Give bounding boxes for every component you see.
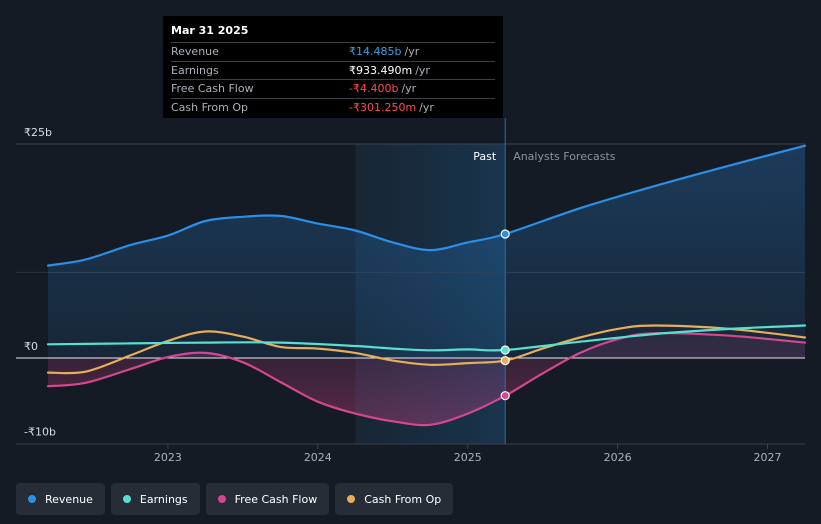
tooltip-label: Cash From Op bbox=[171, 100, 249, 114]
series-line-revenue bbox=[46, 144, 807, 267]
x-tick-label: 2027 bbox=[754, 451, 782, 464]
tooltip-value: ₹933.490m bbox=[349, 63, 413, 77]
y-tick-label: ₹25b bbox=[24, 126, 52, 139]
legend-dot-icon bbox=[122, 495, 131, 503]
tooltip-unit: /yr bbox=[419, 100, 434, 114]
tooltip-unit: /yr bbox=[404, 45, 420, 59]
series-point-revenue bbox=[500, 229, 510, 239]
financial-chart: ₹25b ₹0 -₹10b 2023 2024 2025 2026 2027 Past Analy… bbox=[16, 118, 807, 464]
legend-label: Cash From Op bbox=[364, 492, 442, 506]
tooltip-date: Mar 31 2025 bbox=[171, 24, 249, 37]
tooltip-label: Earnings bbox=[171, 63, 219, 77]
tooltip-value: ₹14.485b bbox=[349, 45, 402, 59]
series-point-earnings bbox=[500, 345, 510, 355]
legend: Revenue Earnings Free Cash Flow Cash Fro… bbox=[16, 483, 454, 515]
legend-item-earnings[interactable]: Earnings bbox=[110, 483, 200, 515]
legend-item-cash-from-op[interactable]: Cash From Op bbox=[335, 483, 454, 515]
series-line-earnings bbox=[46, 324, 807, 352]
tooltip-unit: /yr bbox=[415, 63, 430, 77]
tooltip-value: -₹4.400b bbox=[349, 82, 399, 96]
region-label-forecast: Analysts Forecasts bbox=[513, 150, 616, 163]
tooltip-row-revenue: Revenue ₹14.485b /yr bbox=[171, 42, 495, 61]
series-point-cash-from-op bbox=[500, 355, 510, 366]
series-line-cash-from-op bbox=[46, 324, 807, 375]
legend-label: Earnings bbox=[139, 492, 188, 506]
x-tick-label: 2023 bbox=[154, 451, 182, 464]
tooltip-row-earnings: Earnings ₹933.490m /yr bbox=[171, 60, 495, 80]
data-tooltip: Mar 31 2025 Revenue ₹14.485b /yr Earning… bbox=[163, 16, 503, 118]
y-tick-label: -₹10b bbox=[24, 426, 56, 439]
legend-item-revenue[interactable]: Revenue bbox=[16, 483, 105, 515]
legend-dot-icon bbox=[347, 495, 356, 503]
legend-dot-icon bbox=[28, 495, 36, 503]
series-point-free-cash-flow bbox=[500, 391, 510, 401]
x-tick-label: 2025 bbox=[454, 451, 482, 464]
x-tick-label: 2024 bbox=[304, 451, 332, 464]
y-tick-label: ₹0 bbox=[24, 340, 38, 353]
tooltip-unit: /yr bbox=[401, 82, 417, 96]
tooltip-label: Free Cash Flow bbox=[171, 82, 254, 96]
legend-label: Revenue bbox=[45, 492, 93, 506]
legend-label: Free Cash Flow bbox=[234, 492, 318, 506]
tooltip-row-free-cash-flow: Free Cash Flow -₹4.400b /yr bbox=[171, 79, 495, 98]
tooltip-label: Revenue bbox=[171, 45, 219, 59]
tooltip-value: -₹301.250m bbox=[349, 100, 417, 114]
region-label-past: Past bbox=[473, 150, 497, 163]
series-area-revenue bbox=[48, 145, 805, 358]
tooltip-row-cash-from-op: Cash From Op -₹301.250m /yr bbox=[171, 97, 495, 117]
legend-dot-icon bbox=[217, 495, 226, 503]
x-tick-label: 2026 bbox=[604, 451, 632, 464]
legend-item-free-cash-flow[interactable]: Free Cash Flow bbox=[205, 483, 330, 515]
series-area-free-cash-flow bbox=[48, 333, 805, 426]
